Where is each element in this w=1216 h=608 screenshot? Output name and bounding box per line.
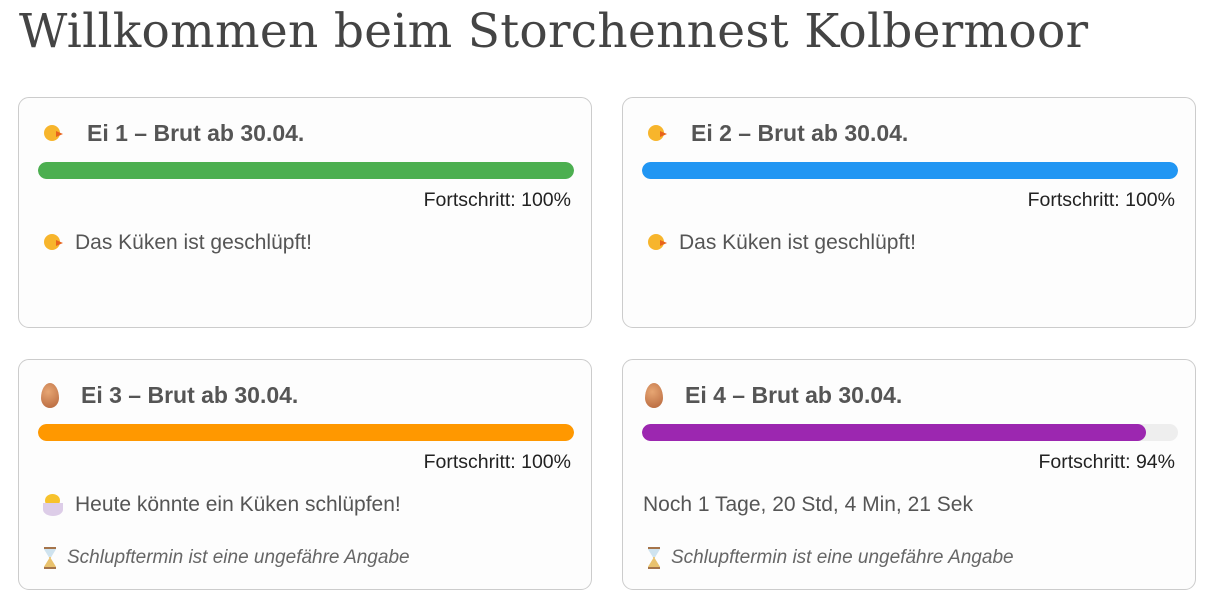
progress-label: Fortschritt: 100% [423,189,571,211]
chick-icon [41,232,65,254]
hatch-note: Schlupftermin ist eine ungefähre Angabe [67,547,410,568]
hatching-chick-icon [41,494,65,516]
progress-fill [38,424,574,441]
progress-label: Fortschritt: 100% [1027,189,1175,211]
status-message: Heute könnte ein Küken schlüpfen! [75,493,401,516]
progress-bar [38,162,574,179]
egg-heading: Ei 4 – Brut ab 30.04. [685,382,903,408]
progress-bar [38,424,574,441]
egg-icon [41,383,59,408]
countdown-message: Noch 1 Tage, 20 Std, 4 Min, 21 Sek [643,493,973,516]
progress-label: Fortschritt: 94% [1038,451,1175,473]
egg-card-4: Ei 4 – Brut ab 30.04. Fortschritt: 94% N… [622,359,1196,590]
hourglass-icon [43,547,57,569]
egg-heading: Ei 2 – Brut ab 30.04. [691,120,909,146]
egg-heading: Ei 1 – Brut ab 30.04. [87,120,305,146]
progress-label: Fortschritt: 100% [423,451,571,473]
chick-icon [41,123,65,145]
egg-card-1: Ei 1 – Brut ab 30.04. Fortschritt: 100% … [18,97,592,328]
egg-card-3: Ei 3 – Brut ab 30.04. Fortschritt: 100% … [18,359,592,590]
egg-card-2: Ei 2 – Brut ab 30.04. Fortschritt: 100% … [622,97,1196,328]
hourglass-icon [647,547,661,569]
egg-heading: Ei 3 – Brut ab 30.04. [81,382,299,408]
progress-fill [642,162,1178,179]
status-message: Das Küken ist geschlüpft! [679,231,916,254]
progress-bar [642,162,1178,179]
egg-icon [645,383,663,408]
chick-icon [645,232,669,254]
hatch-note: Schlupftermin ist eine ungefähre Angabe [671,547,1014,568]
progress-fill [38,162,574,179]
progress-fill [642,424,1146,441]
status-message: Das Küken ist geschlüpft! [75,231,312,254]
progress-bar [642,424,1178,441]
page-title: Willkommen beim Storchennest Kolbermoor [19,4,1089,59]
chick-icon [645,123,669,145]
